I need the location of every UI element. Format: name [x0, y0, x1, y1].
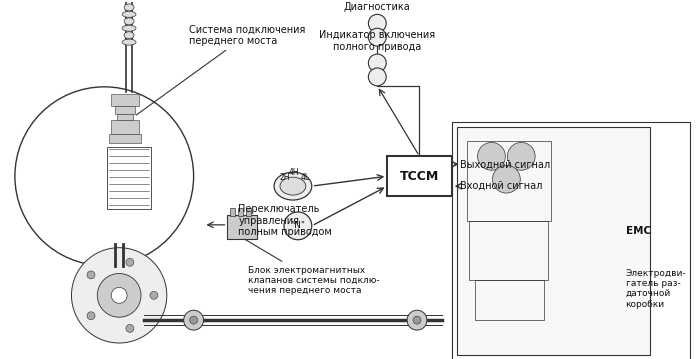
Ellipse shape	[124, 18, 134, 25]
Circle shape	[126, 258, 134, 266]
Circle shape	[87, 312, 95, 320]
Circle shape	[71, 248, 167, 343]
Text: Диагностика: Диагностика	[344, 3, 411, 12]
Ellipse shape	[124, 32, 134, 39]
Bar	[116, 106, 135, 114]
Bar	[111, 120, 139, 134]
FancyBboxPatch shape	[228, 215, 257, 239]
Circle shape	[477, 143, 505, 170]
Circle shape	[183, 310, 204, 330]
Text: ЕМС: ЕМС	[626, 226, 650, 236]
Bar	[109, 134, 141, 144]
Bar	[452, 122, 690, 359]
Bar	[456, 127, 650, 355]
Text: 4H: 4H	[288, 168, 299, 177]
Circle shape	[126, 325, 134, 332]
Circle shape	[368, 68, 386, 86]
Circle shape	[368, 28, 386, 46]
Circle shape	[407, 310, 427, 330]
Text: ТССМ: ТССМ	[400, 170, 439, 183]
Bar	[246, 208, 251, 216]
Bar	[117, 114, 133, 120]
Ellipse shape	[122, 25, 136, 31]
Bar	[467, 141, 551, 221]
Ellipse shape	[280, 177, 306, 195]
Circle shape	[150, 292, 158, 299]
Bar	[387, 156, 452, 196]
Text: Система подключения
переднего моста: Система подключения переднего моста	[136, 24, 305, 115]
Ellipse shape	[122, 11, 136, 17]
Bar	[475, 280, 544, 320]
Text: Выходной сигнал: Выходной сигнал	[460, 159, 550, 169]
Ellipse shape	[274, 172, 312, 200]
Circle shape	[97, 274, 141, 317]
Text: Индикатор включения
полного привода: Индикатор включения полного привода	[319, 31, 435, 52]
Ellipse shape	[122, 39, 136, 45]
Bar	[230, 208, 235, 216]
Circle shape	[284, 212, 312, 240]
Circle shape	[493, 165, 520, 193]
Circle shape	[111, 288, 127, 303]
Circle shape	[508, 143, 536, 170]
Text: Блок электромагнитных
клапанов системы подклю-
чения переднего моста: Блок электромагнитных клапанов системы п…	[245, 239, 380, 295]
Text: Входной сигнал: Входной сигнал	[460, 181, 542, 191]
Circle shape	[368, 54, 386, 72]
Text: "N": "N"	[290, 222, 305, 230]
Circle shape	[368, 14, 386, 32]
Circle shape	[190, 316, 197, 324]
Text: Переключатель
управления
полным приводом: Переключатель управления полным приводом	[238, 204, 332, 237]
Text: 4L: 4L	[300, 173, 309, 182]
Bar	[468, 221, 548, 280]
Text: 2H: 2H	[280, 173, 290, 182]
Circle shape	[413, 316, 421, 324]
Ellipse shape	[124, 4, 134, 11]
Bar	[107, 148, 151, 209]
Bar	[111, 94, 139, 106]
Bar	[238, 208, 244, 216]
Text: Электродви-
гатель раз-
даточной
коробки: Электродви- гатель раз- даточной коробки	[626, 269, 686, 309]
Circle shape	[87, 271, 95, 279]
